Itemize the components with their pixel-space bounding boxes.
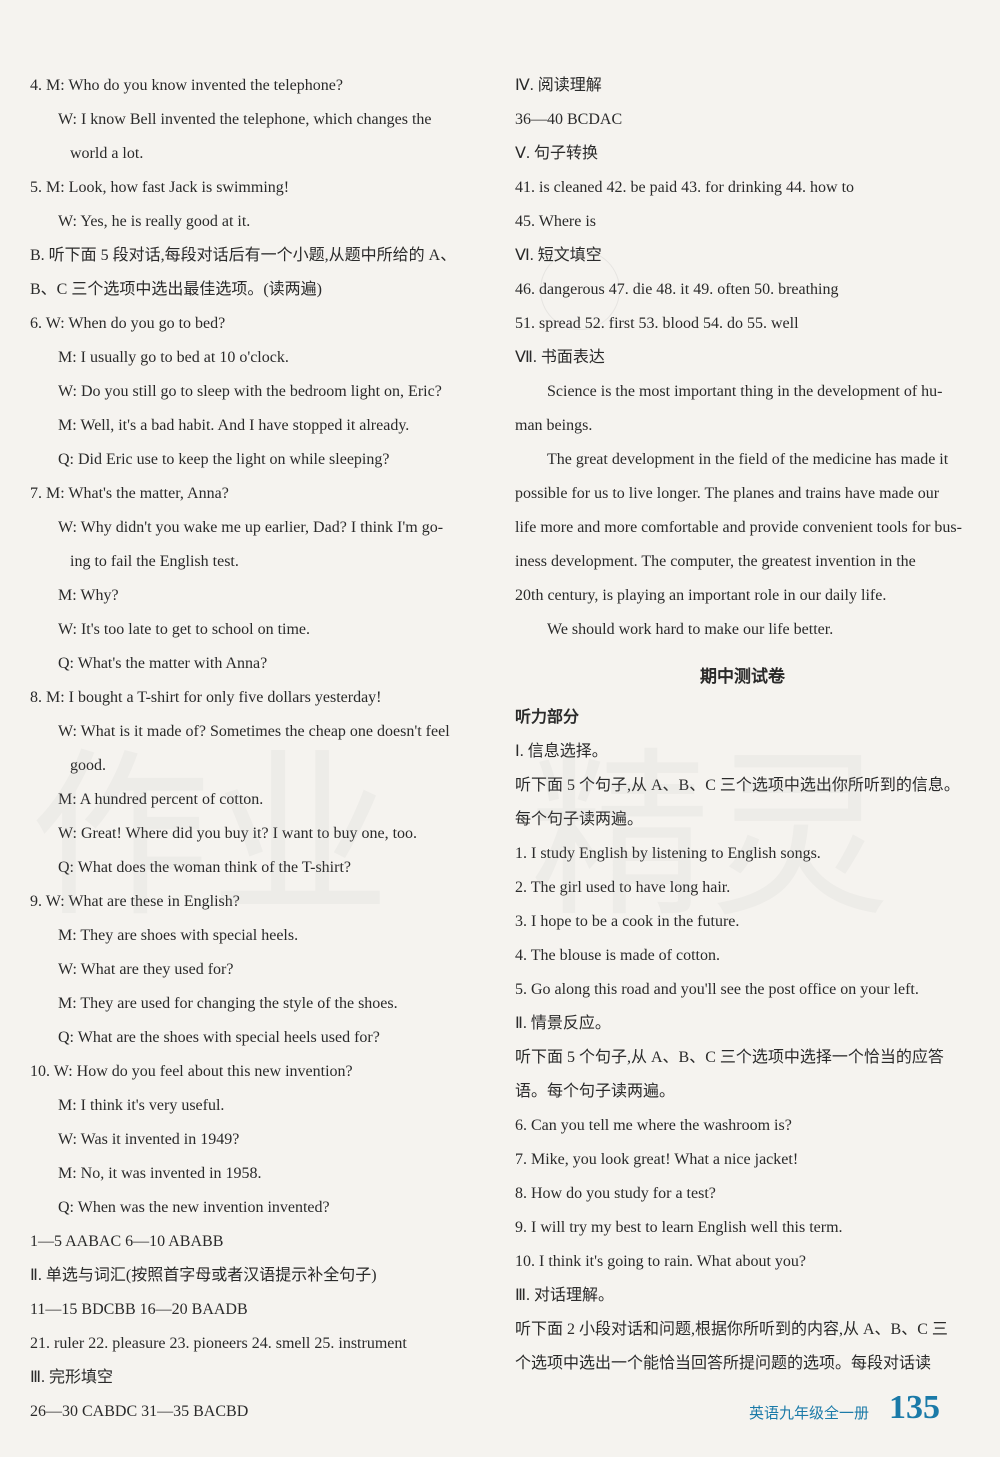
- text-line: M: They are shoes with special heels.: [30, 920, 485, 952]
- text-line: 个选项中选出一个能恰当回答所提问题的选项。每段对话读: [515, 1348, 970, 1380]
- text-line: 6. Can you tell me where the washroom is…: [515, 1110, 970, 1142]
- text-line: 9. I will try my best to learn English w…: [515, 1212, 970, 1244]
- text-line: iness development. The computer, the gre…: [515, 546, 970, 578]
- text-line: 20th century, is playing an important ro…: [515, 580, 970, 612]
- text-line: 45. Where is: [515, 206, 970, 238]
- text-line: W: What is it made of? Sometimes the che…: [30, 716, 485, 748]
- text-line: Ⅰ. 信息选择。: [515, 736, 970, 768]
- page-content: 4. M: Who do you know invented the telep…: [30, 70, 970, 1430]
- text-line: M: I usually go to bed at 10 o'clock.: [30, 342, 485, 374]
- text-line: W: Do you still go to sleep with the bed…: [30, 376, 485, 408]
- text-line: M: I think it's very useful.: [30, 1090, 485, 1122]
- text-line: W: Why didn't you wake me up earlier, Da…: [30, 512, 485, 544]
- text-line: ing to fail the English test.: [30, 546, 485, 578]
- text-line: 51. spread 52. first 53. blood 54. do 55…: [515, 308, 970, 340]
- page-footer: 英语九年级全一册 135: [749, 1389, 940, 1427]
- text-line: 7. Mike, you look great! What a nice jac…: [515, 1144, 970, 1176]
- text-line: 10. I think it's going to rain. What abo…: [515, 1246, 970, 1278]
- text-line: M: They are used for changing the style …: [30, 988, 485, 1020]
- text-line: Ⅱ. 单选与词汇(按照首字母或者汉语提示补全句子): [30, 1260, 485, 1292]
- text-line: 听下面 5 个句子,从 A、B、C 三个选项中选择一个恰当的应答: [515, 1042, 970, 1074]
- text-line: 听下面 2 小段对话和问题,根据你所听到的内容,从 A、B、C 三: [515, 1314, 970, 1346]
- text-line: 46. dangerous 47. die 48. it 49. often 5…: [515, 274, 970, 306]
- text-line: W: Yes, he is really good at it.: [30, 206, 485, 238]
- text-line: Ⅳ. 阅读理解: [515, 70, 970, 102]
- text-line: world a lot.: [30, 138, 485, 170]
- text-line: good.: [30, 750, 485, 782]
- left-column: 4. M: Who do you know invented the telep…: [30, 70, 485, 1430]
- page-number: 135: [889, 1389, 940, 1427]
- text-line: Q: What's the matter with Anna?: [30, 648, 485, 680]
- text-line: Ⅴ. 句子转换: [515, 138, 970, 170]
- text-line: M: Well, it's a bad habit. And I have st…: [30, 410, 485, 442]
- text-line: 4. The blouse is made of cotton.: [515, 940, 970, 972]
- text-line: 每个句子读两遍。: [515, 804, 970, 836]
- text-line: W: What are they used for?: [30, 954, 485, 986]
- text-line: 1—5 AABAC 6—10 ABABB: [30, 1226, 485, 1258]
- text-line: life more and more comfortable and provi…: [515, 512, 970, 544]
- text-line: We should work hard to make our life bet…: [515, 614, 970, 646]
- text-line: W: I know Bell invented the telephone, w…: [30, 104, 485, 136]
- text-line: W: Great! Where did you buy it? I want t…: [30, 818, 485, 850]
- text-line: 9. W: What are these in English?: [30, 886, 485, 918]
- text-line: B、C 三个选项中选出最佳选项。(读两遍): [30, 274, 485, 306]
- text-line: Q: What does the woman think of the T-sh…: [30, 852, 485, 884]
- text-line: Q: When was the new invention invented?: [30, 1192, 485, 1224]
- text-line: 1. I study English by listening to Engli…: [515, 838, 970, 870]
- text-line: Q: Did Eric use to keep the light on whi…: [30, 444, 485, 476]
- text-line: 41. is cleaned 42. be paid 43. for drink…: [515, 172, 970, 204]
- text-line: Ⅲ. 对话理解。: [515, 1280, 970, 1312]
- text-line: 3. I hope to be a cook in the future.: [515, 906, 970, 938]
- text-line: M: No, it was invented in 1958.: [30, 1158, 485, 1190]
- text-line: 听下面 5 个句子,从 A、B、C 三个选项中选出你所听到的信息。: [515, 770, 970, 802]
- text-line: 语。每个句子读两遍。: [515, 1076, 970, 1108]
- text-line: Ⅶ. 书面表达: [515, 342, 970, 374]
- section-title: 期中测试卷: [515, 660, 970, 694]
- text-line: M: A hundred percent of cotton.: [30, 784, 485, 816]
- text-line: B. 听下面 5 段对话,每段对话后有一个小题,从题中所给的 A、: [30, 240, 485, 272]
- text-line: W: Was it invented in 1949?: [30, 1124, 485, 1156]
- text-line: 2. The girl used to have long hair.: [515, 872, 970, 904]
- text-line: W: It's too late to get to school on tim…: [30, 614, 485, 646]
- text-line: 6. W: When do you go to bed?: [30, 308, 485, 340]
- text-line: 8. How do you study for a test?: [515, 1178, 970, 1210]
- text-line: man beings.: [515, 410, 970, 442]
- text-line: M: Why?: [30, 580, 485, 612]
- text-line: 26—30 CABDC 31—35 BACBD: [30, 1396, 485, 1428]
- text-line: 4. M: Who do you know invented the telep…: [30, 70, 485, 102]
- right-column: Ⅳ. 阅读理解 36—40 BCDAC Ⅴ. 句子转换 41. is clean…: [515, 70, 970, 1430]
- text-line: 21. ruler 22. pleasure 23. pioneers 24. …: [30, 1328, 485, 1360]
- text-line: possible for us to live longer. The plan…: [515, 478, 970, 510]
- text-line: Ⅲ. 完形填空: [30, 1362, 485, 1394]
- text-line: 36—40 BCDAC: [515, 104, 970, 136]
- text-line: Ⅱ. 情景反应。: [515, 1008, 970, 1040]
- text-line: 5. M: Look, how fast Jack is swimming!: [30, 172, 485, 204]
- text-line: Q: What are the shoes with special heels…: [30, 1022, 485, 1054]
- text-line: 听力部分: [515, 702, 970, 734]
- text-line: 7. M: What's the matter, Anna?: [30, 478, 485, 510]
- text-line: Ⅵ. 短文填空: [515, 240, 970, 272]
- text-line: Science is the most important thing in t…: [515, 376, 970, 408]
- text-line: 5. Go along this road and you'll see the…: [515, 974, 970, 1006]
- text-line: The great development in the field of th…: [515, 444, 970, 476]
- text-line: 11—15 BDCBB 16—20 BAADB: [30, 1294, 485, 1326]
- text-line: 10. W: How do you feel about this new in…: [30, 1056, 485, 1088]
- footer-text: 英语九年级全一册: [749, 1402, 869, 1423]
- text-line: 8. M: I bought a T-shirt for only five d…: [30, 682, 485, 714]
